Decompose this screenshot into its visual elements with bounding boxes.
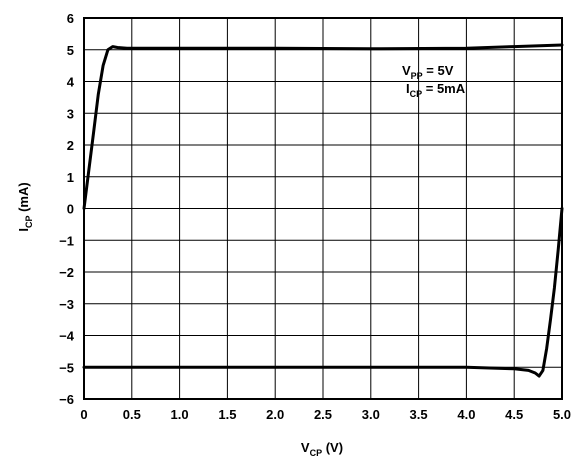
y-tick-labels: 6 5 4 3 2 1 0 −1 −2 −3 −4 −5 −6: [59, 11, 75, 407]
x-tick-label: 1.0: [171, 407, 189, 422]
y-tick-label: 5: [67, 43, 74, 58]
y-tick-label: −4: [59, 329, 75, 344]
x-tick-label: 3.0: [362, 407, 380, 422]
y-tick-label: 4: [67, 75, 75, 90]
y-tick-label: −3: [59, 297, 74, 312]
x-tick-label: 2.0: [266, 407, 284, 422]
series-line-sink: [82, 207, 564, 378]
x-tick-label: 4.0: [457, 407, 475, 422]
x-tick-label: 1.5: [218, 407, 236, 422]
y-tick-label: −1: [59, 233, 74, 248]
series-line-source: [82, 43, 564, 210]
grid-lines: [84, 18, 562, 399]
y-tick-label: 2: [67, 138, 74, 153]
x-tick-label: 0: [80, 407, 87, 422]
x-tick-label: 5.0: [553, 407, 571, 422]
y-tick-label: 3: [67, 106, 74, 121]
y-tick-label: 0: [67, 202, 74, 217]
x-tick-label: 2.5: [314, 407, 332, 422]
annotation-icp: ICP = 5mA: [406, 81, 466, 99]
x-axis-label: VCP (V): [301, 440, 343, 458]
series-lines: [82, 43, 564, 378]
y-tick-label: −6: [59, 392, 74, 407]
annotation-vpp: VPP = 5V: [402, 63, 454, 81]
x-tick-labels: 0 0.5 1.0 1.5 2.0 2.5 3.0 3.5 4.0 4.5 5.0: [80, 407, 571, 422]
y-tick-label: −2: [59, 265, 74, 280]
y-tick-label: 1: [67, 170, 74, 185]
y-tick-label: −5: [59, 360, 74, 375]
x-tick-label: 4.5: [505, 407, 523, 422]
x-tick-label: 0.5: [123, 407, 141, 422]
y-axis-label: ICP (mA): [16, 182, 34, 231]
y-tick-label: 6: [67, 11, 74, 26]
x-tick-label: 3.5: [410, 407, 428, 422]
